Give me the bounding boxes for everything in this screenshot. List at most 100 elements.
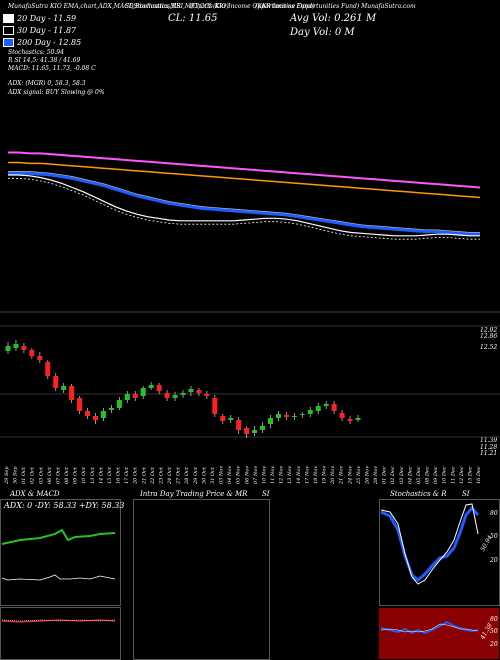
header-mid1: SI,Stochastics,MR xyxy=(125,3,181,10)
candle-body xyxy=(355,418,361,420)
price-axis-top2: 12.86 xyxy=(480,333,498,340)
legend-200-day: 200 Day - 12.85 xyxy=(3,38,81,47)
date-tick-label: 09 Dec xyxy=(433,466,439,484)
stochastics-stat: Stochastics: 50.94 xyxy=(8,49,64,56)
r-tick-80: 80 xyxy=(490,616,498,623)
candle-body xyxy=(156,385,162,391)
price-axis-low3: 11.21 xyxy=(480,450,498,457)
candle-body xyxy=(323,404,329,406)
candle-body xyxy=(196,390,202,393)
candle-body xyxy=(148,385,154,388)
date-tick-label: 06 Nov xyxy=(244,466,250,484)
date-tick-label: 02 Dec xyxy=(390,466,396,484)
candle-body xyxy=(164,393,170,398)
date-tick-label: 10 Nov xyxy=(261,466,267,484)
candle-body xyxy=(188,389,194,392)
ma-30-line xyxy=(8,177,480,240)
date-tick-label: 03 Dec xyxy=(399,466,405,484)
date-tick-label: 05 Nov xyxy=(236,466,242,484)
date-tick-label: 30 Oct xyxy=(201,466,207,484)
candle-body xyxy=(331,404,337,411)
stoch-tick-20: 20 xyxy=(490,557,498,564)
candle-body xyxy=(180,393,186,395)
date-tick-label: 28 Nov xyxy=(373,466,379,485)
stoch-tick-50: 50 xyxy=(490,533,498,540)
header-right: (KKR Income Opportunities Fund) MunafaSu… xyxy=(255,3,416,10)
r-signal-line xyxy=(380,623,479,633)
candle-body xyxy=(228,418,234,420)
candle-body xyxy=(204,394,210,396)
date-tick-label: 16 Dec xyxy=(476,466,482,484)
stoch-d-line xyxy=(380,503,479,585)
date-tick-label: 08 Oct xyxy=(64,466,70,484)
si-stat: R SI 14,5: 41.38 / 41.69 xyxy=(8,57,81,64)
date-tick-label: 03 Nov xyxy=(219,466,225,484)
date-tick-label: 24 Oct xyxy=(167,466,173,485)
date-tick-label: 15 Dec xyxy=(467,466,473,484)
candle-body xyxy=(21,346,27,350)
date-tick-label: 21 Oct xyxy=(141,466,147,485)
stoch-si-title: SI xyxy=(462,490,470,498)
date-tick-label: 04 Dec xyxy=(407,466,413,484)
price-axis-low2: 11.28 xyxy=(480,444,498,451)
date-tick-label: 01 Oct xyxy=(21,466,27,484)
date-tick-label: 12 Nov xyxy=(279,466,285,484)
candle-body xyxy=(268,418,273,424)
macd-signal-line xyxy=(1,619,116,622)
date-tick-label: 27 Oct xyxy=(176,466,182,485)
stoch-panel-title: Stochastics & R xyxy=(390,490,447,498)
date-tick-label: 09 Oct xyxy=(73,466,79,484)
date-tick-label: 14 Nov xyxy=(296,466,302,484)
candle-body xyxy=(212,398,218,414)
candle-body xyxy=(291,416,297,417)
legend-30-label: 30 Day - 11.87 xyxy=(17,26,77,35)
candle-body xyxy=(45,362,51,376)
candle-body xyxy=(13,344,19,348)
date-tick-label: 03 Oct xyxy=(38,466,44,484)
date-tick-label: 17 Nov xyxy=(304,466,310,484)
candle-body xyxy=(315,406,321,411)
candle-body xyxy=(140,388,146,396)
candle-body xyxy=(77,398,83,411)
date-tick-label: 12 Dec xyxy=(459,466,465,484)
date-tick-label: 20 Nov xyxy=(330,466,336,485)
date-tick-label: 31 Oct xyxy=(210,466,216,484)
date-tick-label: 10 Dec xyxy=(442,466,448,484)
adx-minus-line xyxy=(1,574,116,581)
adx-stat: ADX: (MGR) 0, 58.3, 58.3 xyxy=(8,80,86,87)
date-tick-label: 08 Dec xyxy=(425,466,431,484)
date-tick-label: 20 Oct xyxy=(133,466,139,485)
legend-200-label: 200 Day - 12.85 xyxy=(17,38,82,47)
adx-panel xyxy=(0,499,121,606)
legend-20-label: 20 Day - 11.59 xyxy=(17,14,77,23)
date-tick-label: 11 Dec xyxy=(450,466,456,484)
date-tick-label: 28 Oct xyxy=(184,466,190,485)
candle-body xyxy=(100,411,106,418)
r-panel xyxy=(379,608,499,659)
adx-signal-stat: ADX signal: BUY Slowing @ 0% xyxy=(8,89,105,96)
date-tick-label: 30 Sep xyxy=(13,466,19,484)
date-tick-label: 07 Nov xyxy=(253,466,259,484)
candle-body xyxy=(172,395,178,398)
candle-body xyxy=(275,414,281,418)
date-tick-label: 16 Oct xyxy=(116,466,122,484)
candle-body xyxy=(116,400,122,408)
candle-body xyxy=(244,428,250,434)
candle-body xyxy=(347,419,353,421)
ma-blue-line xyxy=(8,171,480,236)
date-tick-label: 07 Oct xyxy=(55,466,61,484)
r-line xyxy=(380,620,479,635)
candle-body xyxy=(53,376,59,388)
price-axis-top: 12.92 xyxy=(480,327,498,334)
ma-20-line xyxy=(8,174,480,237)
price-axis-mid: 12.52 xyxy=(480,344,498,351)
candle-body xyxy=(37,356,43,360)
stoch-tick-80: 80 xyxy=(490,510,498,517)
date-tick-label: 14 Oct xyxy=(98,466,104,484)
date-tick-label: 24 Nov xyxy=(347,466,353,485)
date-tick-label: 01 Dec xyxy=(382,466,388,484)
candle-body xyxy=(220,416,226,421)
date-tick-label: 10 Oct xyxy=(81,466,87,484)
legend-20-swatch xyxy=(3,14,14,23)
